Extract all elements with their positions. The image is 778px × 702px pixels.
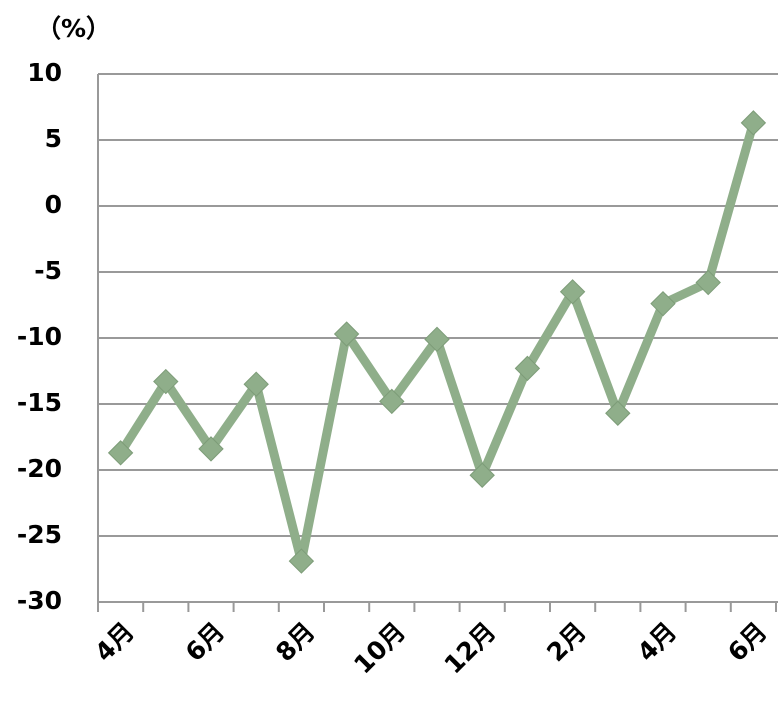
x-tick-label: 8月 [270, 617, 320, 667]
marker [107, 440, 134, 466]
marker [288, 548, 315, 574]
marker [740, 110, 767, 136]
x-tick-label: 6月 [180, 617, 230, 667]
y-tick-label: -10 [17, 322, 62, 351]
marker [605, 400, 631, 426]
y-tick-label: -30 [17, 586, 62, 615]
y-tick-label: 0 [45, 190, 62, 219]
x-tick-label: 6月 [722, 617, 772, 667]
marker [559, 279, 586, 305]
marker [469, 462, 495, 488]
y-tick-label: -20 [17, 454, 62, 483]
marker [514, 355, 541, 382]
marker [650, 290, 676, 317]
marker [153, 368, 179, 395]
y-tick-label: 10 [27, 58, 62, 87]
marker [333, 321, 360, 347]
marker [243, 371, 269, 397]
x-tick-label: 10月 [348, 617, 411, 680]
marker [198, 436, 224, 462]
marker [379, 388, 405, 415]
x-tick-label: 4月 [89, 617, 139, 667]
y-tick-label: -15 [17, 388, 62, 417]
marker [695, 269, 721, 296]
x-tick-label: 2月 [541, 617, 591, 667]
y-tick-label: 5 [45, 124, 62, 153]
marker [424, 326, 450, 353]
x-tick-label: 4月 [632, 617, 682, 667]
x-tick-label: 12月 [439, 617, 502, 680]
y-tick-label: -25 [17, 520, 62, 549]
y-axis-label: （%） [36, 14, 111, 43]
y-tick-label: -5 [34, 256, 62, 285]
